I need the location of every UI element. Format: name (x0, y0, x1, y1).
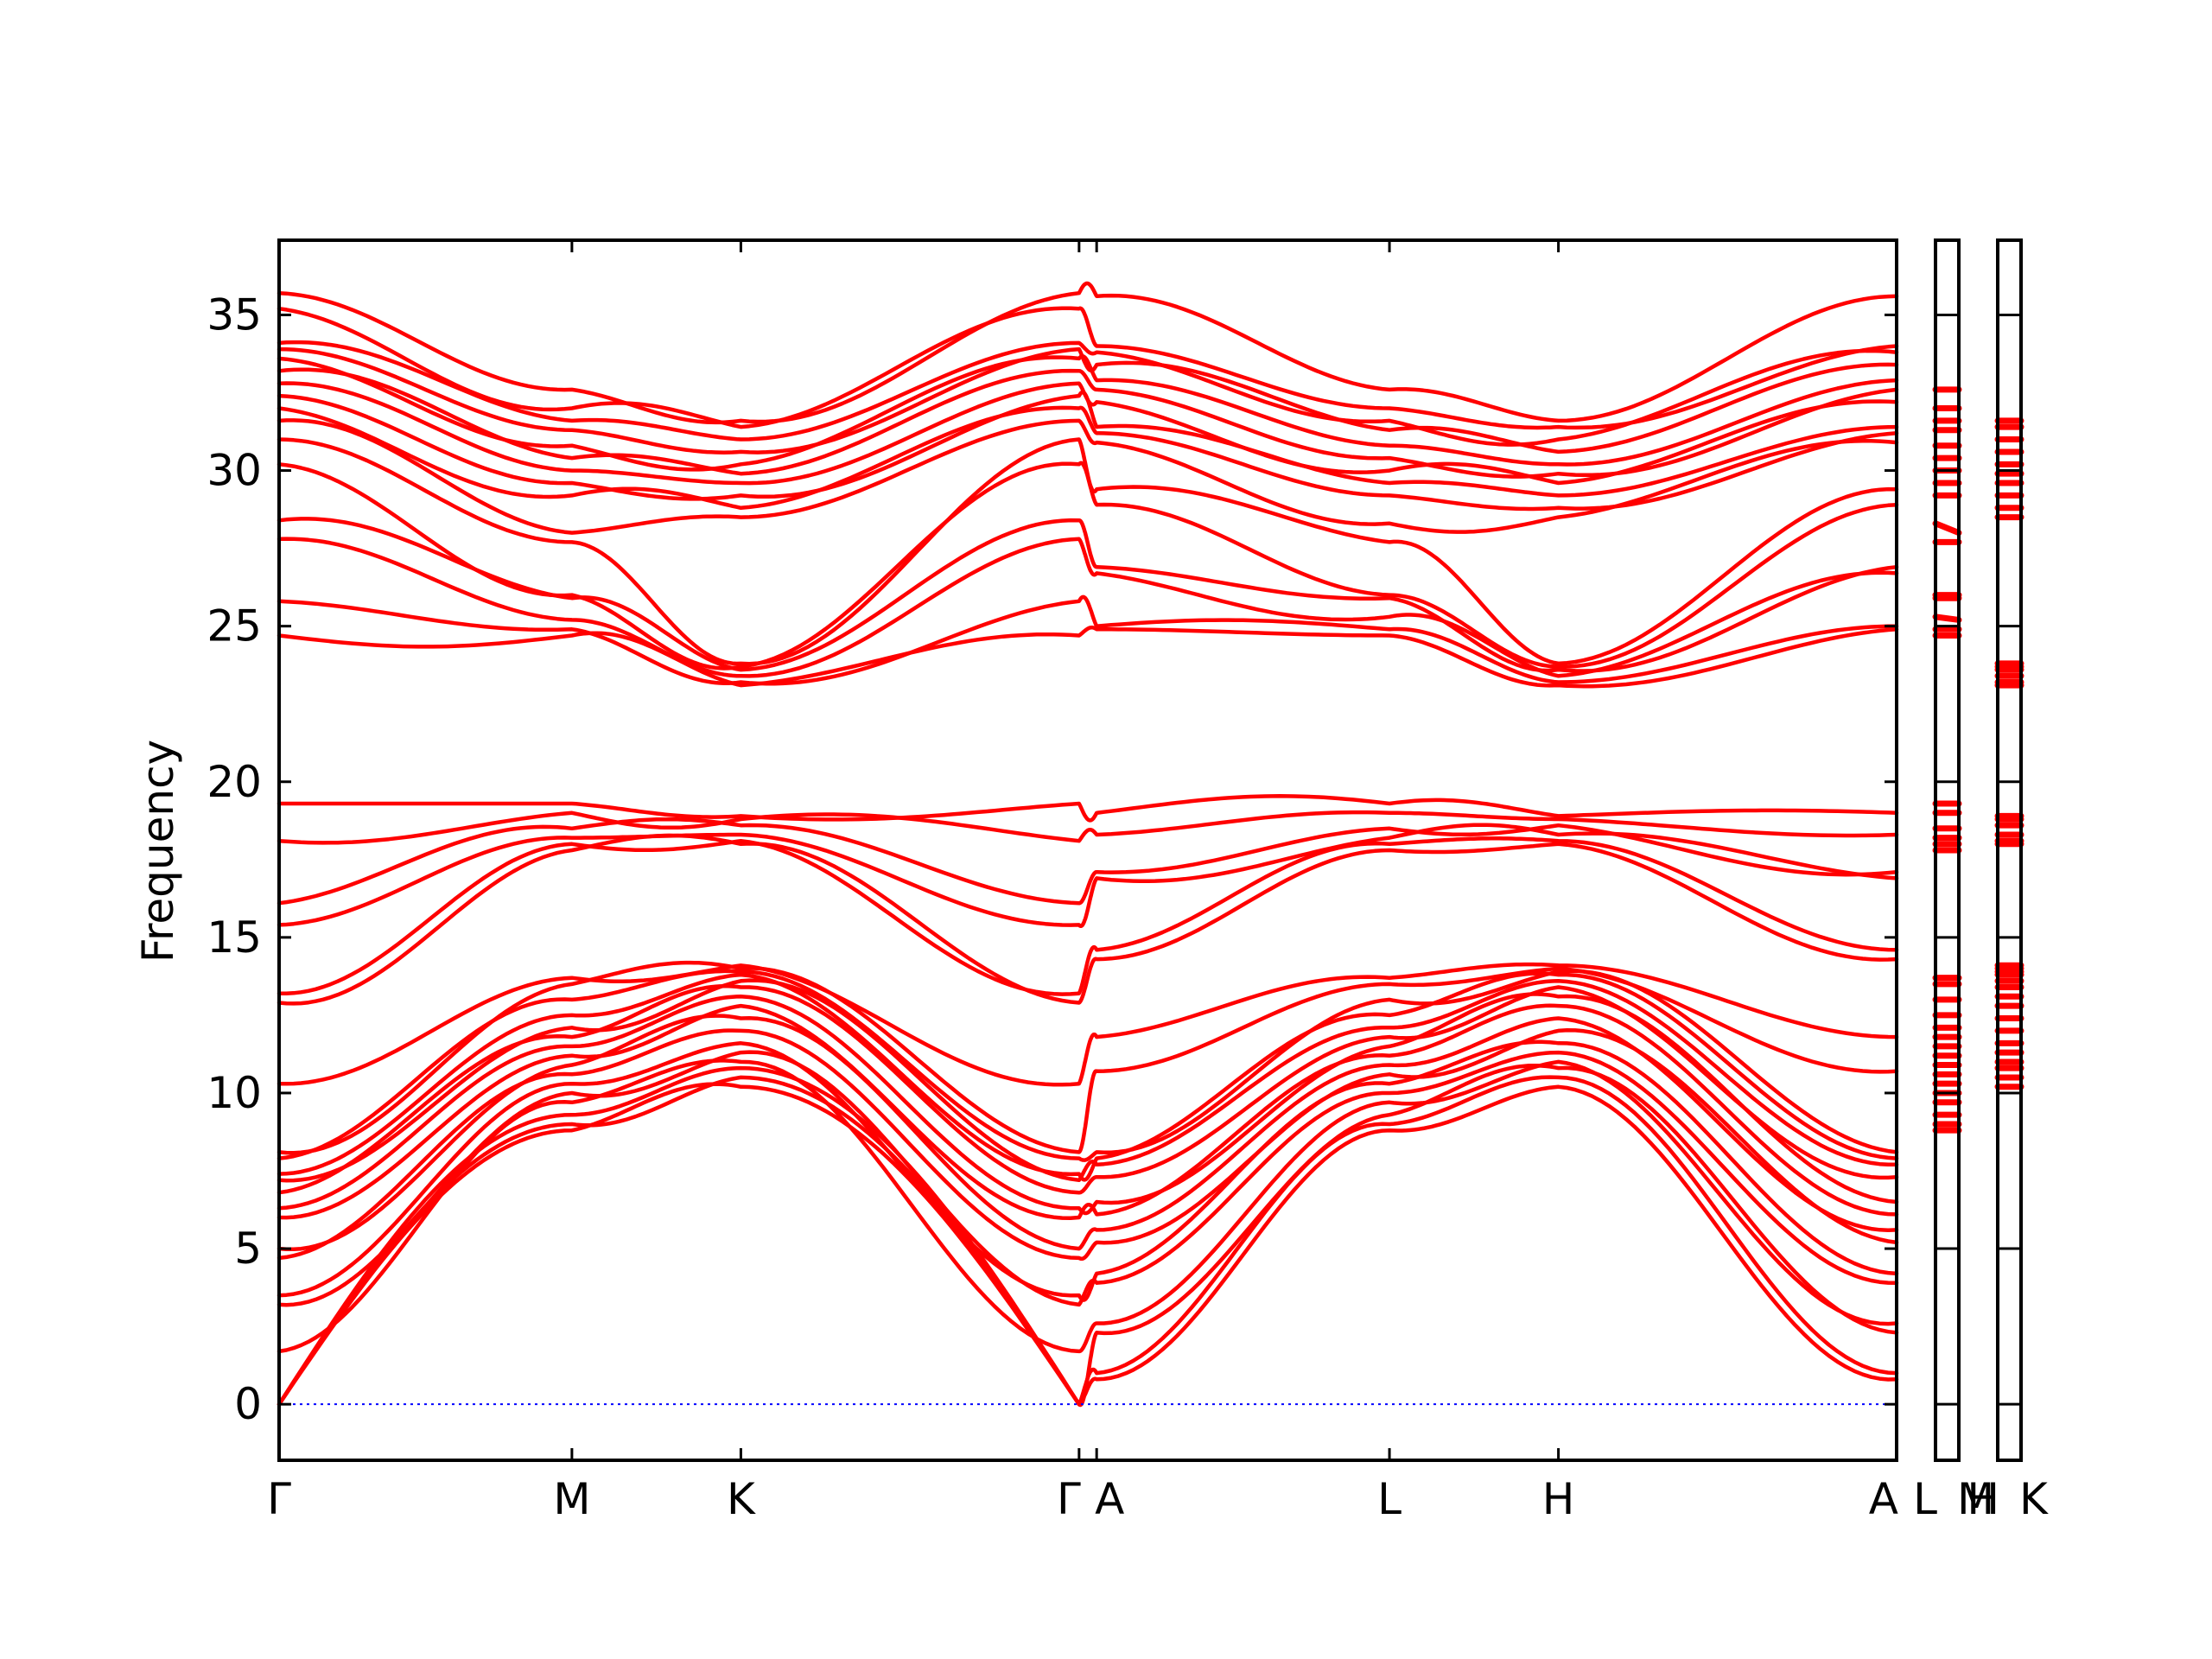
band-line-low-13 (276, 969, 1899, 1162)
x-tick-label-0: Γ (267, 1474, 291, 1524)
y-axis-label: Frequency (133, 740, 183, 963)
band-line-low-2 (276, 1063, 1899, 1408)
band-line-high-2 (276, 537, 1899, 678)
y-tick-label: 30 (207, 446, 262, 496)
y-tick-label: 0 (234, 1379, 262, 1429)
y-tick-label: 10 (207, 1068, 262, 1118)
x-tick-label-4: A (1095, 1474, 1124, 1524)
x-tick-label-2: K (727, 1474, 756, 1524)
band-line-high-11 (276, 353, 1899, 472)
band-line-low-15 (276, 962, 1899, 1087)
band-line-low-8 (276, 1003, 1899, 1220)
band-line-high-14 (276, 306, 1899, 430)
x-tick-label-5: L (1377, 1474, 1402, 1524)
band-line-mid-2 (276, 823, 1899, 929)
y-tick-label: 20 (207, 757, 262, 807)
band-line-mid-4 (276, 810, 1899, 845)
band-line-high-12 (276, 346, 1899, 454)
x-tick-label-6: H (1542, 1474, 1575, 1524)
x-tick-label-3: Γ (1057, 1474, 1081, 1524)
band-stub-0-2 (1932, 613, 1962, 623)
band-stub-0-6 (1932, 520, 1962, 537)
y-axis-ticks: 0 5 10 15 20 25 30 35 (207, 289, 2021, 1429)
y-tick-label: 25 (207, 601, 262, 652)
bands-lm-panel (1932, 386, 1962, 1134)
band-line-low-0 (276, 1082, 1899, 1407)
axes-frames (277, 238, 2023, 1462)
x-tick-label-7: A (1869, 1474, 1898, 1524)
x-tick-label-1: M (553, 1474, 590, 1524)
bands-main-panel (276, 281, 1899, 1408)
band-line-low-6 (276, 1028, 1899, 1262)
x-tick-label-10: H (1967, 1474, 1999, 1524)
y-tick-label: 5 (234, 1224, 262, 1274)
x-tick-label-9: M (1957, 1474, 1994, 1524)
band-line-low-4 (276, 1050, 1899, 1307)
x-tick-label-8: L (1913, 1474, 1937, 1524)
band-line-high-13 (276, 340, 1899, 447)
y-tick-label: 15 (207, 912, 262, 963)
band-line-high-10 (276, 367, 1899, 479)
band-line-high-1 (276, 594, 1899, 686)
band-line-high-15 (276, 281, 1899, 425)
y-tick-label: 35 (207, 289, 262, 340)
band-line-high-0 (276, 625, 1899, 689)
x-tick-label-11: K (2019, 1474, 2049, 1524)
main-axes-frame (277, 238, 1898, 1462)
band-line-mid-5 (276, 794, 1899, 823)
band-line-low-12 (276, 971, 1899, 1182)
band-line-high-7 (276, 405, 1899, 512)
band-line-high-5 (276, 437, 1899, 666)
band-line-low-11 (276, 978, 1899, 1183)
band-line-mid-3 (276, 817, 1899, 906)
band-line-mid-1 (276, 836, 1899, 996)
band-line-low-5 (276, 1039, 1899, 1302)
band-line-mid-0 (276, 833, 1899, 1006)
lm-axes-frame (1934, 238, 1961, 1462)
band-line-high-6 (276, 418, 1899, 535)
bands-hk-panel (1994, 417, 2024, 1090)
x-axis-ticks: Γ M K Γ A L H A L MH K (267, 240, 2049, 1524)
band-line-low-14 (276, 960, 1899, 1155)
hk-axes-frame (1996, 238, 2023, 1462)
band-line-high-3 (276, 517, 1899, 673)
